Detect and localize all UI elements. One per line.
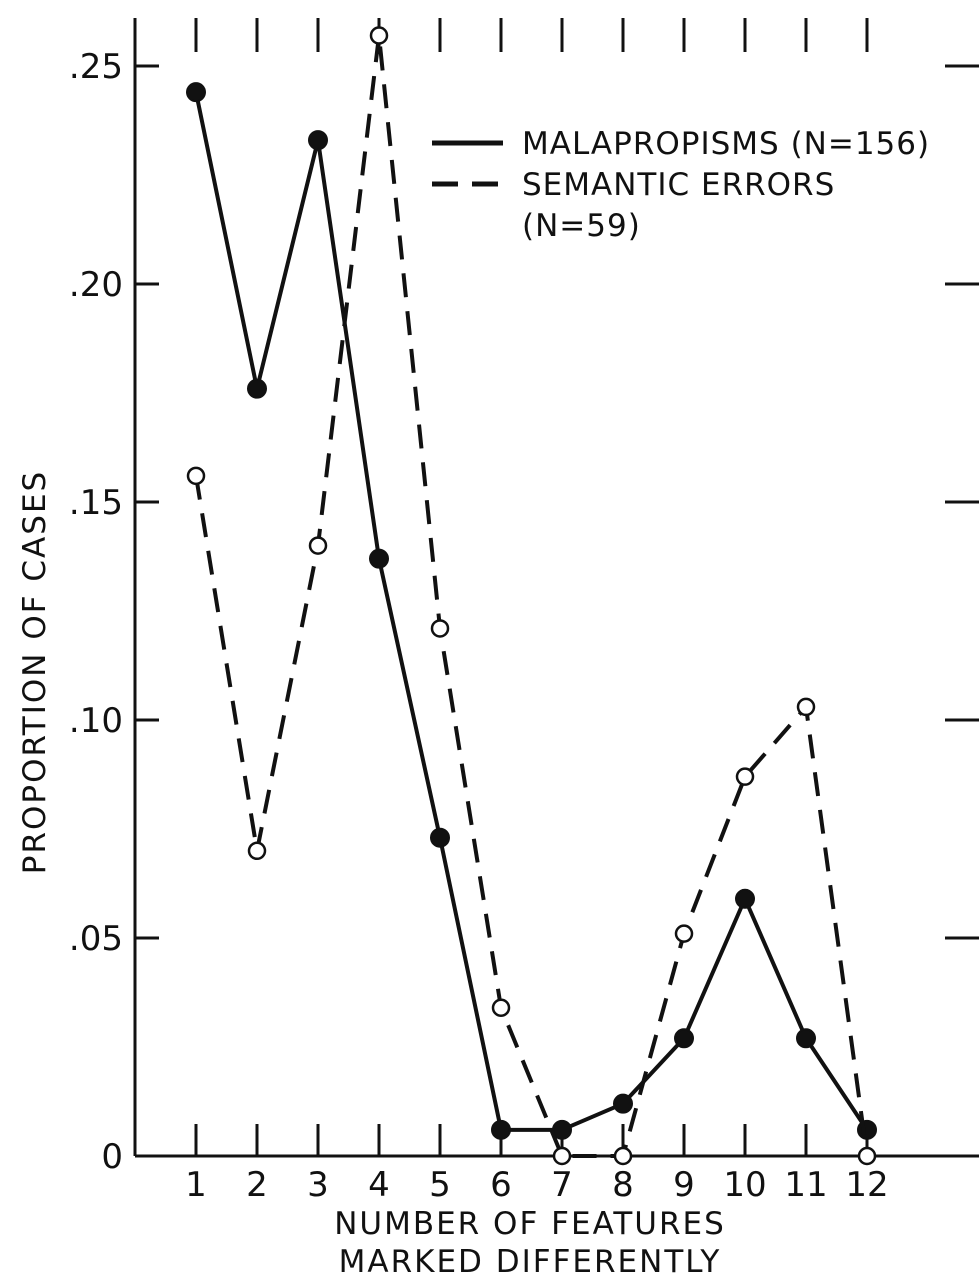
x-tick-label: 4 xyxy=(368,1165,390,1205)
malapropisms-point xyxy=(552,1119,572,1140)
x-tick-label: 9 xyxy=(673,1165,695,1205)
y-axis-title: PROPORTION OF CASES xyxy=(17,470,53,874)
semantic-errors-point xyxy=(430,619,450,638)
malapropisms-point xyxy=(430,827,450,848)
semantic-errors-point xyxy=(247,841,267,861)
malapropisms-point xyxy=(796,1028,816,1049)
semantic-errors-point xyxy=(308,536,328,555)
semantic-errors-point xyxy=(796,697,816,717)
x-tick-label: 5 xyxy=(429,1165,451,1205)
malapropisms-point xyxy=(186,82,206,103)
semantic-errors-point xyxy=(857,1146,877,1166)
legend-label-malapropisms: MALAPROPISMS (N=156) xyxy=(522,126,930,162)
malapropisms-point xyxy=(735,888,755,909)
x-tick-label: 11 xyxy=(784,1165,827,1205)
axis-ticks: 0.05.10.15.20.251 2 3 4 5 6 7 8 9 10 11 12 xyxy=(69,18,979,1205)
x-tick-label: 10 xyxy=(723,1165,766,1205)
series-semantic-errors xyxy=(186,26,877,1166)
x-tick-label: 1 xyxy=(185,1165,207,1205)
series-group xyxy=(186,26,877,1166)
x-tick-label: 2 xyxy=(246,1165,268,1205)
x-axis-title-line1: NUMBER OF FEATURES xyxy=(334,1206,726,1242)
malapropisms-point xyxy=(613,1093,633,1114)
semantic-errors-point xyxy=(552,1146,572,1166)
y-tick-label: 0 xyxy=(101,1137,123,1177)
y-tick-label: .20 xyxy=(69,265,123,305)
x-tick-label: 8 xyxy=(612,1165,634,1205)
x-tick-label: 3 xyxy=(307,1165,329,1205)
malapropisms-line xyxy=(194,91,869,1132)
semantic-errors-point xyxy=(674,924,694,943)
semantic-errors-point xyxy=(491,998,511,1018)
series-malapropisms xyxy=(186,82,877,1140)
semantic-errors-line xyxy=(194,33,869,1158)
malapropisms-point xyxy=(247,378,267,399)
legend-label-semantic-errors-n: (N=59) xyxy=(522,208,641,244)
malapropisms-point xyxy=(674,1028,694,1049)
semantic-errors-point xyxy=(369,26,389,45)
semantic-errors-point xyxy=(186,466,206,486)
malapropisms-point xyxy=(491,1119,511,1140)
semantic-errors-point xyxy=(613,1146,633,1166)
legend: MALAPROPISMS (N=156) SEMANTIC ERRORS (N=… xyxy=(432,126,930,244)
y-tick-label: .15 xyxy=(69,483,123,523)
x-tick-label: 7 xyxy=(551,1165,573,1205)
y-tick-label: .25 xyxy=(69,47,123,87)
semantic-errors-point xyxy=(735,767,755,786)
x-tick-label: 6 xyxy=(490,1165,512,1205)
y-tick-label: .10 xyxy=(69,701,123,741)
malapropisms-point xyxy=(369,548,389,569)
x-tick-label: 12 xyxy=(845,1165,888,1205)
malapropisms-point xyxy=(308,130,328,151)
x-axis-title-line2: MARKED DIFFERENTLY xyxy=(339,1244,722,1278)
legend-label-semantic-errors: SEMANTIC ERRORS xyxy=(522,167,835,203)
y-tick-label: .05 xyxy=(69,919,123,959)
